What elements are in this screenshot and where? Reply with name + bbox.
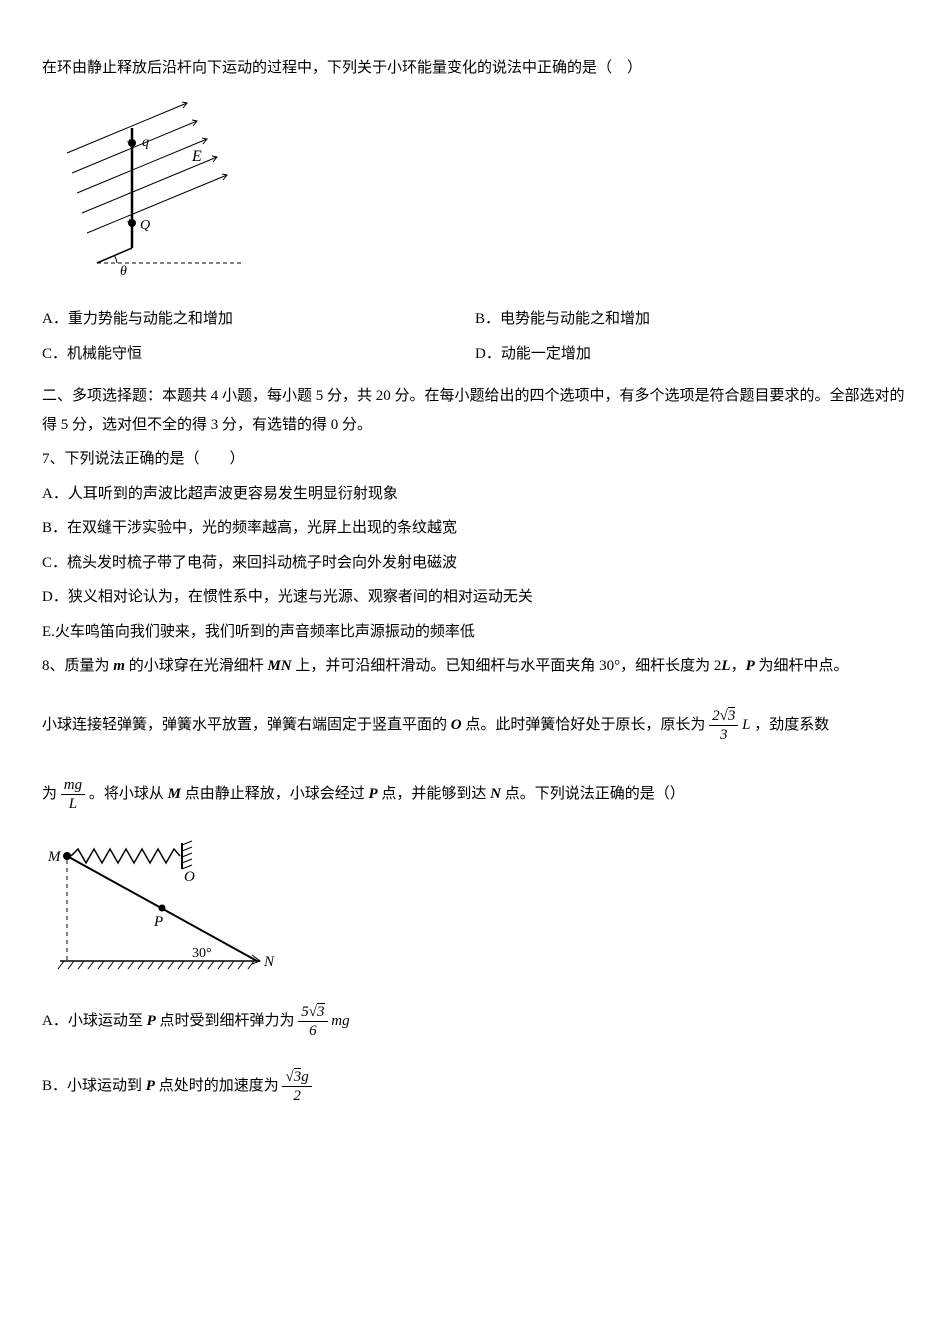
q8-s2-frac-den: 3 xyxy=(709,726,738,744)
q8-s3-frac-num: mg xyxy=(61,776,85,795)
q6-label-E: E xyxy=(191,148,202,165)
q8-s1-MN: MN xyxy=(267,658,291,674)
q6-option-B: B．电势能与动能之和增加 xyxy=(475,305,908,334)
q8-B-frac-den: 2 xyxy=(282,1087,311,1105)
q8-s3-P: P xyxy=(368,785,377,801)
q8-stem-line2: 小球连接轻弹簧，弹簧水平放置，弹簧右端固定于竖直平面的 O 点。此时弹簧恰好处于… xyxy=(42,707,908,744)
q8-s3-mid2: 点由静止释放，小球会经过 xyxy=(181,785,369,801)
q8-s3-end: 点。下列说法正确的是（） xyxy=(501,785,685,801)
q8-s1-L: L xyxy=(721,658,730,674)
q8-s3-frac: mg L xyxy=(61,776,85,813)
q8-s2-O: O xyxy=(451,716,462,732)
q8-s2-mid: 点。此时弹簧恰好处于原长，原长为 xyxy=(462,716,706,732)
q6-label-Q: Q xyxy=(140,218,150,233)
q8-stem-line3: 为 mg L 。将小球从 M 点由静止释放，小球会经过 P 点，并能够到达 N … xyxy=(42,776,908,813)
q6-figure: + q E + Q θ xyxy=(42,93,908,294)
q8-s3-mid3: 点，并能够到达 xyxy=(378,785,491,801)
q8-A-frac-den: 6 xyxy=(298,1022,327,1040)
q7-option-D: D．狭义相对论认为，在惯性系中，光速与光源、观察者间的相对运动无关 xyxy=(42,583,908,612)
q6-option-C: C．机械能守恒 xyxy=(42,340,475,369)
q8-s3-frac-den: L xyxy=(61,795,85,813)
q7-option-E: E.火车鸣笛向我们驶来，我们听到的声音频率比声源振动的频率低 xyxy=(42,618,908,647)
q8-A-frac: 5√3 6 xyxy=(298,1003,327,1040)
q8-s1-prefix: 8、质量为 xyxy=(42,658,113,674)
q8-s1-mid: 的小球穿在光滑细杆 xyxy=(125,658,268,674)
q8-B-P: P xyxy=(146,1078,155,1094)
q8-option-B: B．小球运动到 P 点处时的加速度为 √3g 2 xyxy=(42,1068,908,1105)
q6-options-row2: C．机械能守恒 D．动能一定增加 xyxy=(42,340,908,369)
q8-A-frac-num: 5√3 xyxy=(301,1003,324,1020)
q7-option-A: A．人耳听到的声波比超声波更容易发生明显衍射现象 xyxy=(42,480,908,509)
q8-s1-P: P xyxy=(746,658,755,674)
q8-stem-line1: 8、质量为 m 的小球穿在光滑细杆 MN 上，并可沿细杆滑动。已知细杆与水平面夹… xyxy=(42,652,908,681)
q7-option-C: C．梳头发时梳子带了电荷，来回抖动梳子时会向外发射电磁波 xyxy=(42,549,908,578)
q8-A-P: P xyxy=(147,1013,156,1029)
q8-s3-mid: 。将小球从 xyxy=(89,785,168,801)
section2-header: 二、多项选择题：本题共 4 小题，每小题 5 分，共 20 分。在每小题给出的四… xyxy=(42,382,908,439)
q8-A-mid: 点时受到细杆弹力为 xyxy=(156,1013,295,1029)
q8-label-O: O xyxy=(184,869,195,885)
q8-B-frac-num: √3g xyxy=(285,1068,308,1085)
q7-stem: 7、下列说法正确的是（ ） xyxy=(42,445,908,474)
q8-label-angle: 30° xyxy=(192,946,212,961)
q8-label-P: P xyxy=(153,914,163,930)
q8-A-mg: mg xyxy=(331,1013,349,1029)
q8-B-frac: √3g 2 xyxy=(282,1068,311,1105)
q8-B-prefix: B．小球运动到 xyxy=(42,1078,146,1094)
q8-s1-mid2: 上，并可沿细杆滑动。已知细杆与水平面夹角 30°，细杆长度为 2 xyxy=(292,658,722,674)
q8-label-M: M xyxy=(47,849,62,865)
q8-s2-prefix: 小球连接轻弹簧，弹簧水平放置，弹簧右端固定于竖直平面的 xyxy=(42,716,451,732)
q8-s1-comma: ， xyxy=(731,658,746,674)
q8-s1-m: m xyxy=(113,658,125,674)
q6-option-A: A．重力势能与动能之和增加 xyxy=(42,305,475,334)
svg-text:+: + xyxy=(126,134,133,149)
q6-stem: 在环由静止释放后沿杆向下运动的过程中，下列关于小环能量变化的说法中正确的是（ ） xyxy=(42,54,908,83)
q8-s2-frac-num: 2√3 xyxy=(712,707,735,724)
q8-B-mid: 点处时的加速度为 xyxy=(155,1078,279,1094)
q8-s3-N: N xyxy=(490,785,501,801)
q8-label-N: N xyxy=(263,954,275,970)
q8-s2-L2: L xyxy=(742,716,750,732)
q8-s1-end: 为细杆中点。 xyxy=(755,658,849,674)
q8-figure: M O P N xyxy=(42,831,908,992)
q6-option-D: D．动能一定增加 xyxy=(475,340,908,369)
q8-s3-prefix: 为 xyxy=(42,785,57,801)
q7-option-B: B．在双缝干涉实验中，光的频率越高，光屏上出现的条纹越宽 xyxy=(42,514,908,543)
q6-figure-svg: + q E + Q θ xyxy=(42,93,262,283)
q8-figure-svg: M O P N xyxy=(42,831,302,981)
q8-s2-end: ，劲度系数 xyxy=(754,716,829,732)
q8-option-A: A．小球运动至 P 点时受到细杆弹力为 5√3 6 mg xyxy=(42,1003,908,1040)
q8-s3-M: M xyxy=(168,785,181,801)
q8-A-prefix: A．小球运动至 xyxy=(42,1013,147,1029)
q6-options-row1: A．重力势能与动能之和增加 B．电势能与动能之和增加 xyxy=(42,305,908,334)
q6-label-q: q xyxy=(142,135,149,150)
q6-label-theta: θ xyxy=(120,264,127,279)
svg-text:+: + xyxy=(126,214,133,229)
q8-s2-frac: 2√3 3 xyxy=(709,707,738,744)
